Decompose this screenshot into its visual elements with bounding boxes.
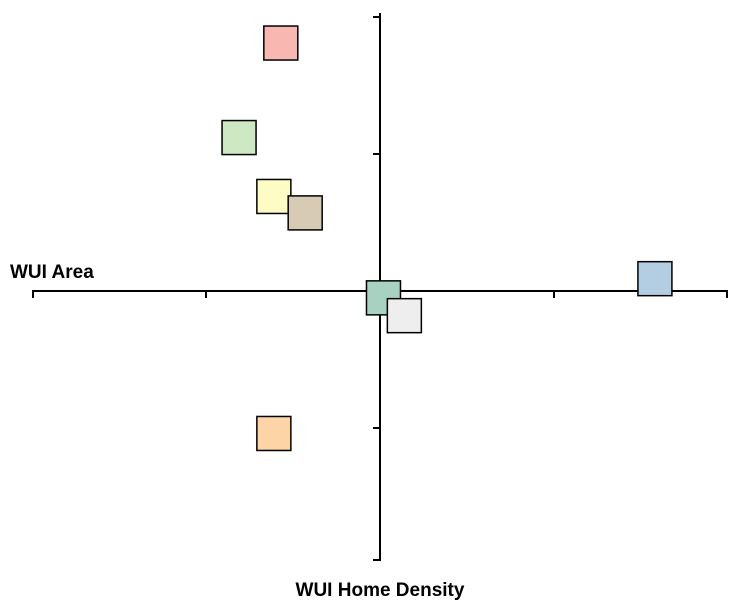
data-point-3 [256, 178, 292, 215]
data-point-2 [221, 119, 257, 156]
data-point-7 [637, 260, 673, 297]
data-points [221, 25, 673, 452]
x-axis-label: WUI Area [10, 262, 94, 283]
y-axis-label: WUI Home Density [296, 580, 465, 601]
data-point-6 [386, 297, 423, 334]
data-point-8 [256, 415, 292, 452]
data-point-1 [263, 25, 299, 61]
data-point-4 [287, 195, 323, 231]
